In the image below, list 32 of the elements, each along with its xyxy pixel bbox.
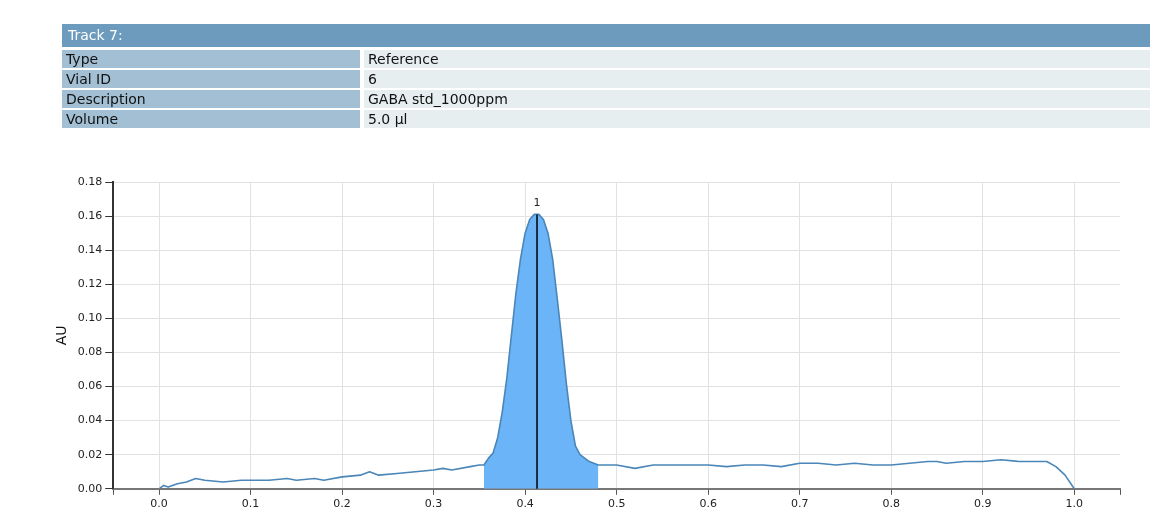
chart-title: Track 7: (62, 24, 1150, 47)
x-tick-label: 0.9 (973, 497, 992, 511)
y-tick-label: 0.08 (77, 345, 103, 359)
y-tick-label: 0.18 (77, 174, 103, 188)
y-tick-label: 0.02 (77, 447, 103, 461)
text: Vial ID (62, 70, 360, 88)
text: Reference (360, 50, 1150, 68)
x-tick-label: 1.0 (1065, 497, 1083, 511)
text: 5.0 µl (360, 110, 1150, 128)
y-tick-label: 0.04 (77, 413, 103, 427)
x-tick-label: 0.4 (516, 497, 534, 511)
y-tick-label: 0.06 (77, 379, 103, 393)
x-tick-label: 0.2 (333, 497, 351, 511)
text: Type (62, 50, 360, 68)
x-tick-label: 0.8 (882, 497, 900, 511)
x-tick-label: 0.0 (150, 497, 168, 511)
x-tick-label: 0.3 (424, 497, 443, 511)
text: Volume (62, 110, 360, 128)
x-tick-label: 0.6 (699, 497, 717, 511)
text: 6 (360, 70, 1150, 88)
text: Description (62, 90, 360, 108)
y-tick-label: 0.12 (77, 277, 103, 291)
y-tick-label: 0.16 (77, 208, 103, 222)
y-tick-label: 0.00 (77, 481, 103, 495)
x-tick-label: 0.1 (241, 497, 260, 511)
y-tick-label: 0.14 (77, 243, 103, 257)
x-tick-label: 0.5 (607, 497, 626, 511)
x-tick-label: 0.7 (790, 497, 809, 511)
text: GABA std_1000ppm (360, 90, 1150, 108)
y-axis-title: AU (53, 325, 70, 346)
y-tick-label: 0.10 (77, 311, 103, 325)
annotation: 1 (533, 195, 541, 209)
